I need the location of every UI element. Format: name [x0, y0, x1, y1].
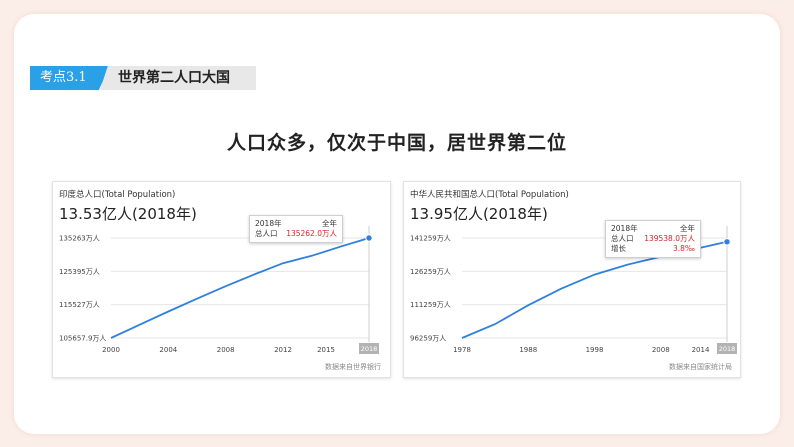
india-line-chart[interactable]: 135263万人 125395万人 115527万人 105657.9万人 2000 20…: [53, 182, 390, 377]
x-tick-label: 2015: [317, 346, 335, 354]
tooltip-year: 2018年: [255, 219, 282, 228]
data-source-label: 数据来自世界银行: [325, 362, 381, 371]
india-population-card: 印度总人口(Total Population) 13.53亿人(2018年) 1…: [52, 181, 391, 378]
y-tick-label: 135263万人: [59, 235, 100, 243]
y-tick-label: 115527万人: [59, 301, 100, 309]
x-tick-label: 2012: [274, 346, 292, 354]
tooltip-scope: 全年: [322, 219, 337, 228]
section-tag: 考点3.1: [30, 66, 110, 90]
china-line-chart[interactable]: 141259万人 126259万人 111259万人 96259万人 1978 1988 1…: [404, 182, 740, 377]
china-population-card: 中华人民共和国总人口(Total Population) 13.95亿人(201…: [403, 181, 741, 378]
tooltip-label-growth: 增长: [611, 244, 626, 253]
y-tick-label: 105657.9万人: [59, 335, 106, 343]
y-tick-label: 141259万人: [410, 235, 451, 243]
end-year-badge: [717, 343, 737, 354]
tooltip-value-growth: 3.8‰: [673, 244, 695, 253]
section-title: 世界第二人口大国: [100, 66, 256, 90]
tooltip-label: 总人口: [255, 229, 278, 238]
end-year-label: 2018: [361, 345, 378, 353]
tooltip-year: 2018年: [611, 224, 638, 233]
series-line: [110, 237, 370, 339]
tooltip-label: 总人口: [611, 234, 634, 243]
india-card-heading: 印度总人口(Total Population): [59, 190, 176, 200]
china-card-heading: 中华人民共和国总人口(Total Population): [410, 190, 569, 200]
y-tick-label: 125395万人: [59, 268, 100, 276]
x-tick-label: 1998: [586, 346, 604, 354]
x-tick-label: 2008: [652, 346, 670, 354]
end-data-point[interactable]: [365, 234, 373, 242]
x-tick-label: 2004: [159, 346, 177, 354]
tooltip-value: 135262.0万人: [286, 229, 337, 238]
x-tick-label: 1988: [519, 346, 537, 354]
page-subtitle: 人口众多，仅次于中国，居世界第二位: [226, 132, 567, 154]
x-tick-label: 2000: [102, 346, 120, 354]
x-tick-label: 2008: [217, 346, 235, 354]
tooltip-scope: 全年: [680, 224, 695, 233]
x-tick-label: 2014: [692, 346, 710, 354]
india-tooltip: 2018年 全年 总人口 135262.0万人: [249, 215, 343, 243]
y-tick-label: 126259万人: [410, 268, 451, 276]
x-tick-label: 1978: [453, 346, 471, 354]
end-data-point[interactable]: [723, 238, 731, 246]
data-source-label: 数据来自国家统计局: [669, 362, 732, 371]
y-tick-label: 111259万人: [410, 301, 451, 309]
china-tooltip: 2018年 全年 总人口 139538.0万人 增长 3.8‰: [605, 220, 701, 258]
end-year-badge: [359, 343, 379, 354]
china-card-value: 13.95亿人(2018年): [410, 205, 548, 223]
tooltip-value: 139538.0万人: [644, 234, 695, 243]
y-tick-label: 96259万人: [410, 335, 446, 343]
end-year-label: 2018: [719, 345, 736, 353]
india-card-value: 13.53亿人(2018年): [59, 205, 197, 223]
